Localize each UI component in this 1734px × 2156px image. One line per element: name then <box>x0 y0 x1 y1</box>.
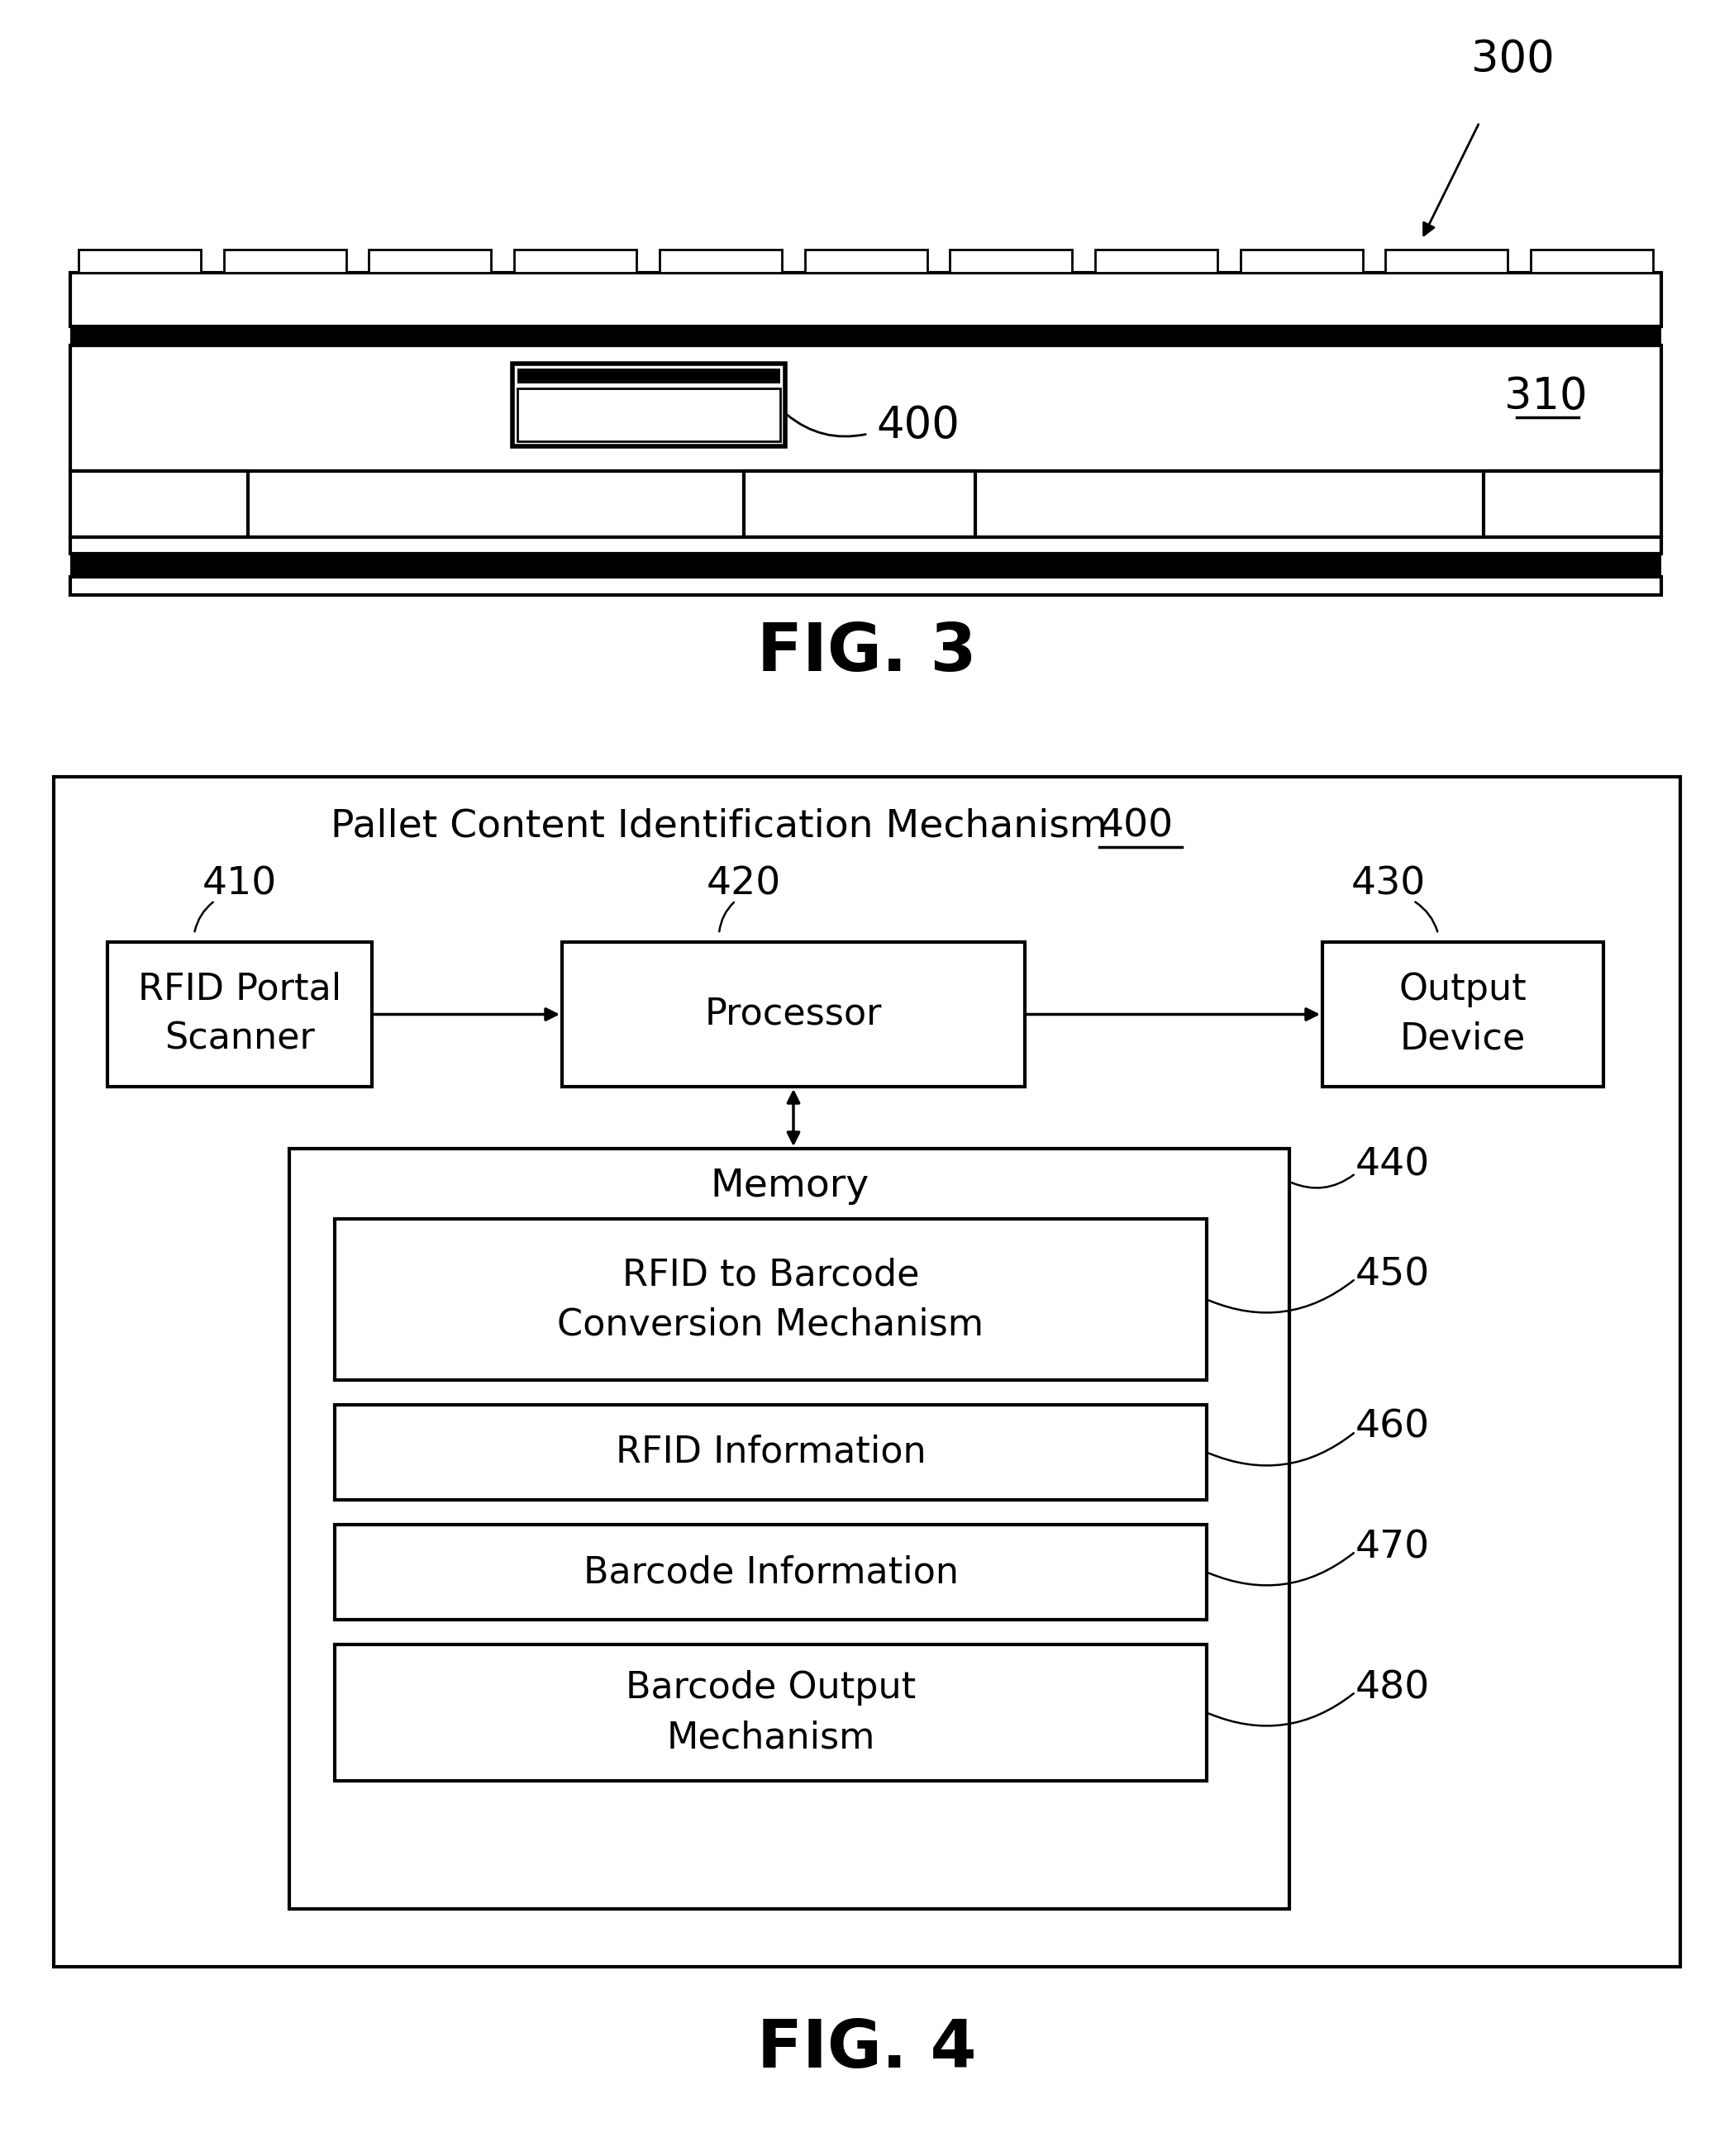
Text: 480: 480 <box>1356 1669 1431 1705</box>
Text: Barcode Output
Mechanism: Barcode Output Mechanism <box>626 1671 916 1755</box>
Bar <box>71 272 1661 326</box>
Bar <box>335 1645 1207 1781</box>
Bar <box>805 250 928 272</box>
Bar <box>1531 250 1653 272</box>
Text: RFID to Barcode
Conversion Mechanism: RFID to Barcode Conversion Mechanism <box>557 1257 983 1341</box>
Text: 400: 400 <box>876 403 959 446</box>
Bar <box>290 1149 1290 1908</box>
Bar <box>950 250 1072 272</box>
Bar <box>1385 250 1509 272</box>
Text: 460: 460 <box>1356 1410 1431 1447</box>
Bar <box>108 942 371 1087</box>
Text: 420: 420 <box>706 865 780 903</box>
Bar <box>515 250 636 272</box>
Bar <box>1323 942 1604 1087</box>
Bar <box>1096 250 1217 272</box>
Text: Output
Device: Output Device <box>1399 972 1528 1056</box>
Bar <box>1484 470 1661 537</box>
Bar <box>513 364 786 446</box>
Text: 470: 470 <box>1356 1529 1431 1565</box>
Bar <box>71 578 1661 595</box>
Bar <box>659 250 782 272</box>
Bar <box>1240 250 1363 272</box>
Text: 300: 300 <box>1470 39 1554 82</box>
Text: 410: 410 <box>203 865 277 903</box>
Text: 430: 430 <box>1351 865 1425 903</box>
Bar <box>517 388 780 442</box>
Text: FIG. 3: FIG. 3 <box>758 621 976 686</box>
Text: RFID Information: RFID Information <box>616 1434 926 1470</box>
Text: 440: 440 <box>1356 1147 1431 1184</box>
Bar <box>71 470 248 537</box>
Bar <box>562 942 1025 1087</box>
Bar <box>335 1524 1207 1619</box>
Text: Processor: Processor <box>704 996 883 1033</box>
Bar <box>369 250 491 272</box>
Bar <box>71 326 1661 345</box>
Bar <box>224 250 347 272</box>
Bar <box>78 250 201 272</box>
Text: Barcode Information: Barcode Information <box>583 1554 959 1589</box>
Text: FIG. 4: FIG. 4 <box>758 2018 976 2083</box>
Bar <box>335 1218 1207 1380</box>
Text: Pallet Content Identification Mechanism: Pallet Content Identification Mechanism <box>331 808 1108 845</box>
Bar <box>335 1406 1207 1501</box>
Text: 400: 400 <box>1099 808 1174 845</box>
Text: Memory: Memory <box>709 1166 869 1205</box>
Bar <box>744 470 975 537</box>
Text: 450: 450 <box>1356 1257 1431 1294</box>
Text: RFID Portal
Scanner: RFID Portal Scanner <box>139 972 342 1056</box>
Bar <box>71 554 1661 578</box>
Bar <box>71 345 1661 470</box>
Bar <box>71 537 1661 554</box>
Bar <box>517 369 780 384</box>
Text: 310: 310 <box>1503 375 1587 418</box>
Bar <box>54 776 1680 1966</box>
